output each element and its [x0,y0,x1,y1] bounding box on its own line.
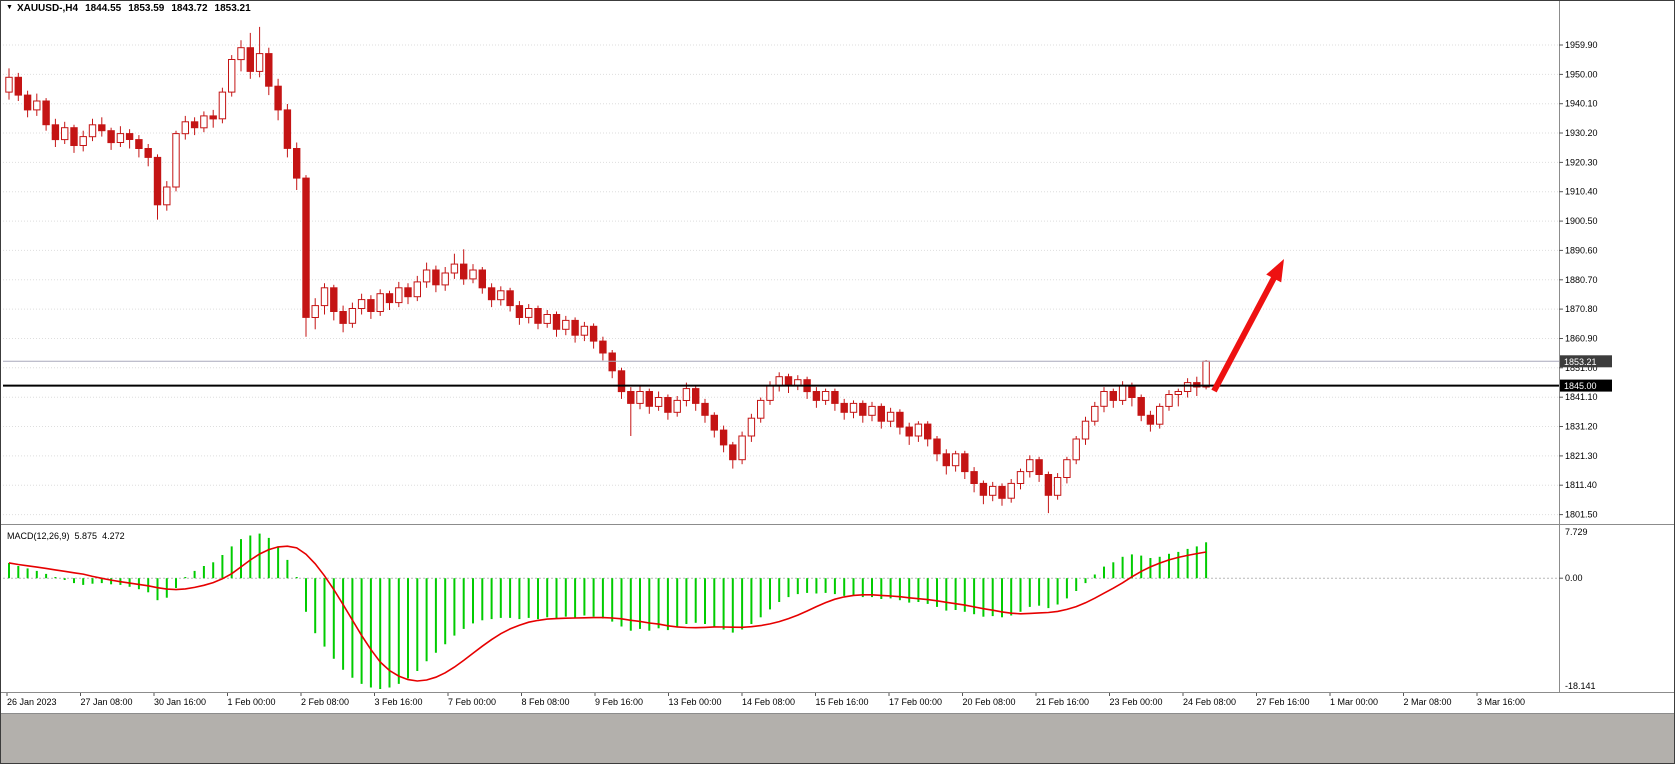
time-tick-label: 7 Feb 00:00 [448,697,496,707]
chart-canvas[interactable]: 1959.90 1950.00 1940.10 1930.20 1920.30 1910.… [1,1,1675,713]
price-tick-label: 1851.00 [1565,363,1598,373]
time-tick-label: 2 Mar 08:00 [1404,697,1452,707]
trend-arrow[interactable] [1211,259,1284,393]
time-tick-label: 20 Feb 08:00 [963,697,1016,707]
price-tick-label: 1959.90 [1565,40,1598,50]
time-tick-label: 13 Feb 00:00 [669,697,722,707]
time-tick-label: 21 Feb 16:00 [1036,697,1089,707]
macd-histogram [8,533,1208,689]
time-axis-labels: 26 Jan 2023 27 Jan 08:00 30 Jan 16:00 1 Feb… [6,693,1525,707]
candlestick-series [5,26,1210,514]
macd-axis-max: 7.729 [1565,527,1588,537]
ohlc-low-value: 1843.72 [171,3,208,14]
hline-price-badge: 1845.00 [1560,379,1612,392]
time-tick-label: 2 Feb 08:00 [301,697,349,707]
time-tick-label: 1 Feb 00:00 [228,697,276,707]
symbol-dropdown-icon[interactable]: ▼ [6,4,13,11]
price-tick-label: 1930.20 [1565,128,1598,138]
time-tick-label: 17 Feb 00:00 [889,697,942,707]
price-axis[interactable] [1560,1,1674,692]
macd-signal-line [8,545,1207,682]
macd-indicator-label: MACD(12,26,9) 5.875 4.272 [7,531,125,541]
time-tick-label: 1 Mar 00:00 [1330,697,1378,707]
ohlc-close-value: 1853.21 [214,3,251,14]
time-tick-label: 24 Feb 08:00 [1183,697,1236,707]
price-tick-label: 1910.40 [1565,187,1598,197]
price-tick-label: 1890.60 [1565,245,1598,255]
svg-text:1845.00: 1845.00 [1564,381,1597,391]
price-tick-label: 1870.80 [1565,304,1598,314]
price-tick-label: 1920.30 [1565,157,1598,167]
current-price-badge: 1853.21 [1560,355,1612,368]
symbol-ohlc-bar: ▼ XAUUSD-,H4 1844.55 1853.59 1843.72 1853.21 [6,3,251,14]
price-tick-label: 1950.00 [1565,69,1598,79]
time-tick-label: 9 Feb 16:00 [595,697,643,707]
time-tick-label: 3 Mar 16:00 [1477,697,1525,707]
price-tick-label: 1940.10 [1565,99,1598,109]
price-tick-label: 1900.50 [1565,216,1598,226]
price-tick-label: 1801.50 [1565,510,1598,520]
time-tick-label: 30 Jan 16:00 [154,697,206,707]
price-tick-label: 1831.20 [1565,422,1598,432]
symbol-timeframe-label: XAUUSD-,H4 [16,3,79,14]
price-tick-label: 1841.10 [1565,392,1598,402]
ohlc-open-value: 1844.55 [85,3,122,14]
time-tick-label: 15 Feb 16:00 [816,697,869,707]
time-tick-label: 26 Jan 2023 [7,697,57,707]
price-gridlines [3,44,1559,516]
time-axis[interactable] [1,693,1675,712]
time-tick-label: 23 Feb 00:00 [1110,697,1163,707]
time-tick-label: 27 Feb 16:00 [1257,697,1310,707]
price-tick-label: 1860.90 [1565,334,1598,344]
price-tick-label: 1821.30 [1565,451,1598,461]
time-tick-label: 14 Feb 08:00 [742,697,795,707]
time-tick-label: 8 Feb 08:00 [522,697,570,707]
time-tick-label: 27 Jan 08:00 [81,697,133,707]
ohlc-high-value: 1853.59 [128,3,165,14]
price-tick-label: 1880.70 [1565,275,1598,285]
price-axis-labels: 1959.90 1950.00 1940.10 1930.20 1920.30 1910.… [1559,40,1598,520]
time-tick-label: 3 Feb 16:00 [375,697,423,707]
macd-axis-min: -18.141 [1565,681,1596,691]
price-tick-label: 1811.40 [1565,480,1597,490]
svg-text:1853.21: 1853.21 [1564,357,1597,367]
window-bottom-strip [1,713,1674,763]
macd-axis-zero: 0.00 [1565,573,1583,583]
